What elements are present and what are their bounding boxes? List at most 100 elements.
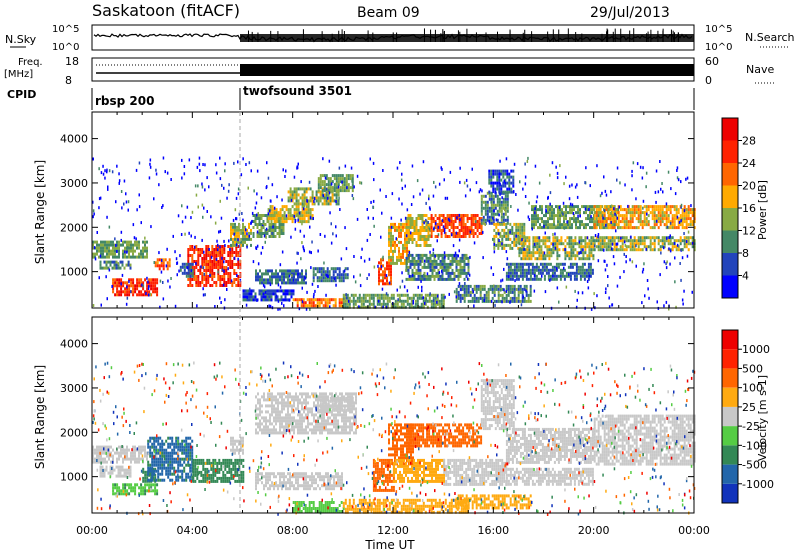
colorbar-swatch	[722, 140, 738, 163]
x-tick-label-3: 12:00	[377, 524, 409, 537]
nsearch-tick-top: 10^5	[705, 24, 732, 35]
colorbar-swatch	[722, 387, 738, 407]
vel-ytick-3: 4000	[60, 338, 88, 351]
scatter-region	[378, 258, 392, 286]
vel-ytick-2: 3000	[60, 382, 88, 395]
power-ytick-3: 4000	[60, 133, 88, 146]
colorbar-swatch	[722, 208, 738, 231]
x-tick-label-5: 20:00	[578, 524, 610, 537]
scatter-region	[518, 236, 595, 261]
scatter-region	[187, 245, 242, 287]
scatter-region	[312, 267, 349, 283]
scatter-speckle	[92, 361, 696, 516]
colorbar-swatch	[722, 368, 738, 388]
colorbar-swatch	[722, 349, 738, 369]
scatter-region	[405, 253, 470, 281]
cpid-mode-twofsound: twofsound 3501	[243, 84, 352, 98]
velocity-colorbar-tick-6: -500	[742, 459, 767, 472]
nsky-tick-bottom: 10^0	[52, 42, 79, 53]
colorbar-swatch	[722, 330, 738, 350]
scatter-region	[342, 293, 445, 309]
scatter-speckle	[92, 156, 694, 311]
velocity-colorbar-tick-2: 100	[742, 382, 763, 395]
power-ytick-1: 2000	[60, 221, 88, 234]
nave-tick-bottom: 0	[705, 74, 712, 87]
nsky-panel: N.Sky 10^5 10^0 10^5 10^0 N.Search	[5, 24, 795, 53]
power-colorbar: 4 8 12 16 20 24 28	[721, 117, 756, 299]
scatter-region	[179, 262, 194, 278]
scatter-region	[488, 169, 515, 194]
vel-ytick-0: 1000	[60, 471, 88, 484]
cpid-mode-rbsp: rbsp 200	[95, 94, 154, 108]
scatter-region	[505, 262, 594, 281]
scatter-region	[372, 458, 395, 492]
scatter-region	[455, 494, 532, 510]
x-tick-label-6: 00:00	[678, 524, 710, 537]
scatter-region	[192, 458, 245, 483]
freq-tick-bottom: 8	[65, 74, 72, 87]
colorbar-swatch	[722, 464, 738, 484]
scatter-region	[317, 396, 354, 412]
scatter-region	[455, 284, 532, 303]
power-colorbar-tick-2: 12	[742, 225, 756, 238]
velocity-colorbar-tick-1: 500	[742, 362, 763, 375]
power-colorbar-tick-6: 28	[742, 135, 756, 148]
scatter-region	[593, 414, 696, 466]
power-ytick-0: 1000	[60, 266, 88, 279]
power-colorbar-tick-0: 4	[742, 270, 749, 283]
nave-tick-top: 60	[705, 55, 719, 68]
velocity-colorbar-tick-0: 1000	[742, 343, 770, 356]
x-tick-label-2: 08:00	[277, 524, 309, 537]
nsky-tick-top: 10^5	[52, 24, 79, 35]
velocity-colorbar-tick-7: -1000	[742, 478, 774, 491]
freq-panel: Freq. [MHz] 18 8 60 0 Nave	[4, 55, 775, 87]
power-ytick-2: 3000	[60, 177, 88, 190]
colorbar-swatch	[722, 185, 738, 208]
colorbar-swatch	[722, 275, 738, 298]
scatter-region	[112, 278, 159, 297]
scatter-region	[292, 298, 345, 308]
x-tick-label-1: 04:00	[176, 524, 208, 537]
power-ylabel: Slant Range [km]	[33, 160, 47, 264]
x-axis-label: Time UT	[364, 538, 415, 552]
scatter-region	[443, 458, 508, 486]
velocity-colorbar-tick-5: -100	[742, 439, 767, 452]
x-tick-label-4: 16:00	[477, 524, 509, 537]
colorbar-swatch	[722, 445, 738, 465]
power-colorbar-tick-5: 24	[742, 157, 756, 170]
date-title: 29/Jul/2013	[590, 5, 670, 21]
cpid-label: CPID	[7, 88, 36, 101]
freq-nave-band	[240, 64, 694, 76]
velocity-panel: 1000 2000 3000 4000 Slant Range [km]	[33, 316, 696, 516]
power-panel: 1000 2000 3000 4000 Slant Range [km]	[33, 111, 696, 311]
scatter-region	[317, 174, 354, 193]
power-colorbar-tick-3: 16	[742, 202, 756, 215]
scatter-region	[505, 427, 594, 464]
scatter-region	[593, 205, 696, 230]
vel-ylabel: Slant Range [km]	[33, 365, 47, 469]
colorbar-swatch	[722, 426, 738, 446]
power-colorbar-label: Power [dB]	[756, 180, 769, 240]
colorbar-swatch	[722, 253, 738, 276]
colorbar-swatch	[722, 406, 738, 427]
scatter-region	[255, 472, 343, 491]
power-colorbar-tick-1: 8	[742, 247, 749, 260]
scatter-region	[505, 467, 594, 486]
nsearch-label: N.Search	[745, 31, 795, 44]
freq-tick-top: 18	[65, 55, 79, 68]
scatter-region	[147, 436, 194, 482]
scatter-region	[112, 483, 159, 496]
velocity-colorbar-tick-4: -25	[742, 420, 760, 433]
vel-ytick-1: 2000	[60, 426, 88, 439]
colorbar-swatch	[722, 163, 738, 186]
scatter-region	[99, 465, 132, 478]
velocity-colorbar: 1000 500 100 25 -25 -100 -500 -1000	[721, 329, 774, 504]
scatter-region	[230, 222, 252, 247]
scatter-region	[255, 269, 307, 285]
velocity-colorbar-label: Velocity [m s-1]	[756, 375, 769, 461]
power-colorbar-tick-4: 20	[742, 180, 756, 193]
scatter-region	[405, 214, 432, 247]
scatter-region	[593, 236, 696, 252]
nsearch-tick-bottom: 10^0	[705, 42, 732, 53]
colorbar-swatch	[722, 118, 738, 141]
